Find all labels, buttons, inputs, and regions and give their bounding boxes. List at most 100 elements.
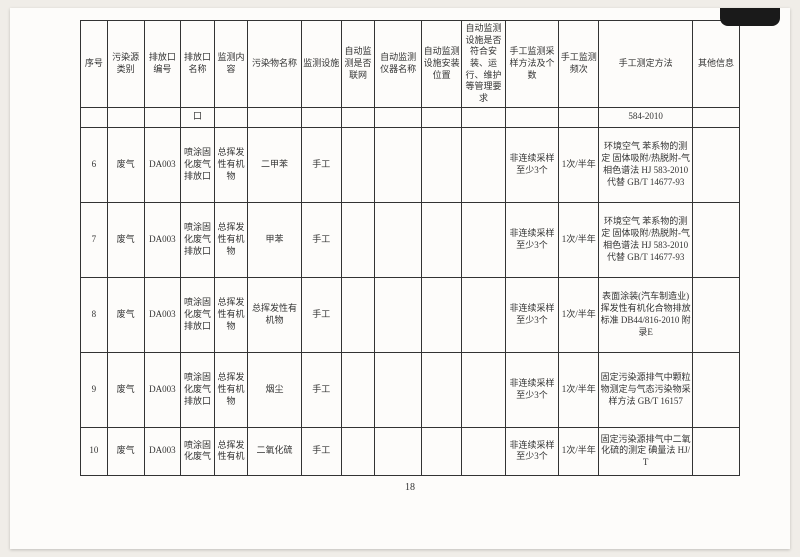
header-manual-sampling: 手工监测采样方法及个数 (505, 21, 559, 108)
table-cell: 1次/半年 (559, 427, 599, 475)
table-cell: DA003 (144, 427, 181, 475)
table-cell: 1次/半年 (559, 127, 599, 202)
table-header-row: 序号 污染源类别 排放口编号 排放口名称 监测内容 污染物名称 监测设施 自动监… (81, 21, 740, 108)
header-manual-frequency: 手工监测频次 (559, 21, 599, 108)
table-cell: 1次/半年 (559, 277, 599, 352)
table-cell: 固定污染源排气中二氧化硫的测定 碘量法 HJ/T (599, 427, 693, 475)
table-cell: 非连续采样 至少3个 (505, 127, 559, 202)
table-cell: 584-2010 (599, 107, 693, 127)
table-cell: 非连续采样 至少3个 (505, 352, 559, 427)
table-cell: 手工 (301, 427, 341, 475)
header-auto-networked: 自动监测是否联网 (341, 21, 374, 108)
table-cell (81, 107, 108, 127)
header-monitor-content: 监测内容 (214, 21, 247, 108)
table-cell: 总挥发性有机物 (214, 202, 247, 277)
table-cell: 非连续采样 至少3个 (505, 277, 559, 352)
table-cell: 8 (81, 277, 108, 352)
table-cell: 表面涂装(汽车制造业) 挥发性有机化合物排放标准 DB44/816-2010 附… (599, 277, 693, 352)
table-cell: 环境空气 苯系物的测定 固体吸附/热脱附-气相色谱法 HJ 583-2010 代… (599, 127, 693, 202)
table-cell (559, 107, 599, 127)
table-row: 10废气DA003喷涂固化废气总挥发性有机二氧化硫手工非连续采样 至少3个1次/… (81, 427, 740, 475)
table-cell (693, 107, 740, 127)
table-cell: 总挥发性有机物 (214, 277, 247, 352)
header-manual-method: 手工测定方法 (599, 21, 693, 108)
header-source-type: 污染源类别 (107, 21, 144, 108)
table-cell: 废气 (107, 427, 144, 475)
table-cell: 总挥发性有机物 (214, 352, 247, 427)
table-cell (375, 352, 422, 427)
table-cell (341, 202, 374, 277)
table-cell: DA003 (144, 352, 181, 427)
table-cell (214, 107, 247, 127)
table-row: 8废气DA003喷涂固化废气排放口总挥发性有机物总挥发性有机物手工非连续采样 至… (81, 277, 740, 352)
table-cell (693, 427, 740, 475)
table-cell (505, 107, 559, 127)
table-cell: 非连续采样 至少3个 (505, 427, 559, 475)
header-outlet-name: 排放口名称 (181, 21, 214, 108)
table-row: 9废气DA003喷涂固化废气排放口总挥发性有机物烟尘手工非连续采样 至少3个1次… (81, 352, 740, 427)
table-cell (422, 277, 462, 352)
table-cell: DA003 (144, 277, 181, 352)
table-cell: 甲苯 (248, 202, 302, 277)
table-cell (248, 107, 302, 127)
table-cell: 固定污染源排气中颗粒物测定与气态污染物采样方法 GB/T 16157 (599, 352, 693, 427)
table-cell (341, 352, 374, 427)
header-monitor-facility: 监测设施 (301, 21, 341, 108)
table-cell: 10 (81, 427, 108, 475)
table-cell (693, 127, 740, 202)
table-cell (422, 427, 462, 475)
header-other-info: 其他信息 (693, 21, 740, 108)
table-cell: 二氧化硫 (248, 427, 302, 475)
table-cell (422, 202, 462, 277)
table-cell: 喷涂固化废气排放口 (181, 202, 214, 277)
table-row: 7废气DA003喷涂固化废气排放口总挥发性有机物甲苯手工 非连续采样 至少3个1次… (81, 202, 740, 277)
table-cell: 废气 (107, 202, 144, 277)
table-cell (462, 127, 505, 202)
table-cell (341, 427, 374, 475)
table-cell: 手工 (301, 202, 341, 277)
table-cell (341, 127, 374, 202)
table-cell (301, 107, 341, 127)
table-cell: 1次/半年 (559, 202, 599, 277)
document-page: 序号 污染源类别 排放口编号 排放口名称 监测内容 污染物名称 监测设施 自动监… (10, 8, 790, 549)
table-cell: DA003 (144, 202, 181, 277)
table-cell: 手工 (301, 127, 341, 202)
table-cell: 7 (81, 202, 108, 277)
table-cell: 手工 (301, 277, 341, 352)
table-cell: 废气 (107, 352, 144, 427)
table-cell: 总挥发性有机 (214, 427, 247, 475)
table-cell: 总挥发性有机物 (214, 127, 247, 202)
table-cell (422, 352, 462, 427)
table-cell: 烟尘 (248, 352, 302, 427)
table-cell: 9 (81, 352, 108, 427)
table-cell: 总挥发性有机物 (248, 277, 302, 352)
table-cell: 喷涂固化废气排放口 (181, 127, 214, 202)
table-cell: 口 (181, 107, 214, 127)
binder-tab (720, 8, 780, 26)
table-cell (375, 107, 422, 127)
table-cell (462, 107, 505, 127)
table-cell: DA003 (144, 127, 181, 202)
table-cell (144, 107, 181, 127)
monitoring-table: 序号 污染源类别 排放口编号 排放口名称 监测内容 污染物名称 监测设施 自动监… (80, 20, 740, 476)
table-cell: 废气 (107, 277, 144, 352)
table-cell: 6 (81, 127, 108, 202)
table-cell (107, 107, 144, 127)
table-cell: 废气 (107, 127, 144, 202)
table-cell (693, 202, 740, 277)
table-cell (693, 352, 740, 427)
table-row: 口 584-2010 (81, 107, 740, 127)
table-cell (462, 427, 505, 475)
table-cell (422, 127, 462, 202)
table-cell (341, 277, 374, 352)
table-cell (462, 352, 505, 427)
table-cell (375, 202, 422, 277)
header-pollutant-name: 污染物名称 (248, 21, 302, 108)
table-cell (462, 277, 505, 352)
table-cell (375, 277, 422, 352)
header-auto-instrument: 自动监测仪器名称 (375, 21, 422, 108)
table-cell: 非连续采样 至少3个 (505, 202, 559, 277)
header-outlet-id: 排放口编号 (144, 21, 181, 108)
table-cell: 手工 (301, 352, 341, 427)
page-number: 18 (80, 482, 740, 493)
